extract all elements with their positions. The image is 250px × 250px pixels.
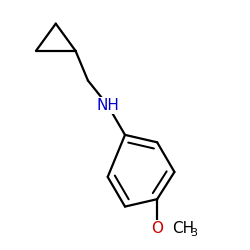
Text: CH: CH (172, 221, 194, 236)
Text: NH: NH (96, 98, 119, 113)
Text: O: O (151, 221, 163, 236)
Text: 3: 3 (190, 228, 198, 238)
